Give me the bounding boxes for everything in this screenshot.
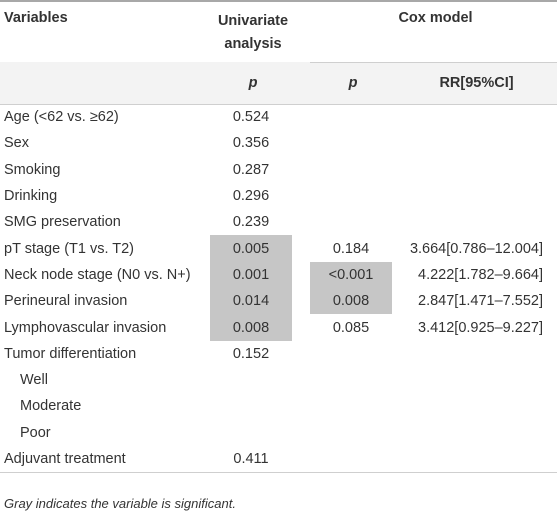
table-row: Well [0, 367, 557, 393]
variable-cell: Perineural invasion [4, 293, 128, 310]
variables-header: Variables [4, 10, 68, 26]
rr-ci-cell [392, 104, 557, 130]
spacer-cell [292, 367, 310, 393]
p-cox-header: p [310, 62, 392, 105]
p-univariate-cell: 0.296 [232, 188, 270, 205]
spacer-cell [292, 235, 310, 261]
table-row: Lymphovascular invasion 0.008 0.085 3.412[0… [0, 314, 557, 341]
p-cox-cell: <0.001 [310, 261, 392, 289]
p-cox-cell [310, 420, 392, 446]
cox-model-header: Cox model [310, 0, 557, 63]
spacer-cell [292, 445, 310, 473]
table-row: Smoking 0.287 [0, 157, 557, 183]
p-univariate-cell: 0.239 [232, 214, 270, 231]
rr-ci-cell [392, 367, 557, 393]
variable-cell: Age (<62 vs. ≥62) [4, 109, 119, 126]
rr-ci-cell [392, 183, 557, 209]
p-univariate-cell: 0.005 [210, 235, 292, 262]
p-univariate-cell: 0.014 [210, 288, 292, 315]
p-cox-cell [310, 341, 392, 367]
p-univariate-cell [210, 367, 292, 393]
p-univariate-cell: 0.524 [232, 109, 270, 126]
variable-cell: Smoking [4, 161, 61, 178]
subheader-spacer [292, 62, 310, 105]
rr-ci-cell [392, 130, 557, 156]
p-cox-cell [310, 393, 392, 419]
p-cox-cell [310, 209, 392, 235]
spacer-cell [292, 341, 310, 367]
rr-header: RR[95%CI] [392, 62, 557, 105]
rr-ci-cell: 4.222[1.782–9.664] [418, 266, 543, 283]
p-cox-cell [310, 367, 392, 393]
p-cox-cell [310, 130, 392, 156]
p-cox-cell: 0.008 [310, 288, 392, 315]
header-spacer [292, 0, 310, 62]
spacer-cell [292, 209, 310, 235]
footnote: Gray indicates the variable is significa… [4, 496, 236, 511]
p-cox-cell [310, 183, 392, 209]
rr-ci-cell [392, 393, 557, 419]
p-univariate-cell: 0.356 [232, 135, 270, 152]
p-univariate-cell: 0.008 [210, 314, 292, 341]
table-body: Age (<62 vs. ≥62) 0.524 Sex 0.356 Smoking 0.2… [0, 104, 557, 473]
variable-cell: SMG preservation [4, 214, 121, 231]
variable-cell: Drinking [4, 188, 58, 205]
table-row: pT stage (T1 vs. T2) 0.005 0.184 3.664[0.78… [0, 235, 557, 262]
header-row: Variables Univariate analysis Cox model [0, 0, 557, 63]
variable-cell: pT stage (T1 vs. T2) [4, 240, 135, 257]
p-univariate-cell: 0.001 [210, 261, 292, 289]
spacer-cell [292, 420, 310, 446]
results-table: Variables Univariate analysis Cox model … [0, 0, 557, 473]
p-univariate-header: p [210, 62, 292, 105]
rr-ci-cell [392, 420, 557, 446]
p-univariate-cell: 0.152 [232, 345, 270, 362]
rr-ci-cell [392, 157, 557, 183]
p-cox-cell: 0.184 [332, 240, 370, 257]
variable-cell: Moderate [20, 398, 82, 415]
rr-ci-cell [392, 209, 557, 235]
variable-cell: Adjuvant treatment [0, 445, 210, 473]
variable-cell: Well [20, 372, 48, 389]
p-cox-cell [310, 445, 392, 473]
p-cox-cell [310, 104, 392, 130]
p-univariate-cell: 0.411 [210, 445, 292, 473]
table-row: Perineural invasion 0.014 0.008 2.847[1.471… [0, 288, 557, 315]
top-rule [0, 0, 557, 2]
table-row: Age (<62 vs. ≥62) 0.524 [0, 104, 557, 130]
spacer-cell [292, 130, 310, 156]
p-cox-cell [310, 157, 392, 183]
variable-cell: Neck node stage (N0 vs. N+) [4, 266, 191, 283]
table-row: Sex 0.356 [0, 130, 557, 156]
spacer-cell [292, 314, 310, 340]
rr-ci-cell [392, 341, 557, 367]
table-row: Tumor differentiation 0.152 [0, 341, 557, 367]
table-row: Adjuvant treatment 0.411 [0, 445, 557, 473]
table-row: Neck node stage (N0 vs. N+) 0.001 <0.001 4.… [0, 261, 557, 289]
variable-cell: Sex [4, 135, 29, 152]
subheader-row: p p RR[95%CI] [0, 62, 557, 105]
table-row: SMG preservation 0.239 [0, 209, 557, 235]
table-row: Poor [0, 420, 557, 446]
subheader-blank [0, 62, 210, 105]
variable-cell: Lymphovascular invasion [4, 319, 167, 336]
spacer-cell [292, 288, 310, 314]
spacer-cell [292, 262, 310, 288]
variable-cell: Poor [20, 424, 51, 441]
variable-cell: Tumor differentiation [4, 345, 137, 362]
rr-ci-cell: 3.412[0.925–9.227] [418, 319, 543, 336]
spacer-cell [292, 104, 310, 130]
rr-ci-cell [392, 445, 557, 473]
spacer-cell [292, 183, 310, 209]
p-cox-cell: 0.085 [332, 319, 370, 336]
p-univariate-cell [210, 393, 292, 419]
spacer-cell [292, 157, 310, 183]
univariate-header: Univariate analysis [217, 13, 289, 52]
p-univariate-cell: 0.287 [232, 161, 270, 178]
table-row: Drinking 0.296 [0, 183, 557, 209]
spacer-cell [292, 393, 310, 419]
rr-ci-cell: 2.847[1.471–7.552] [418, 293, 543, 310]
rr-ci-cell: 3.664[0.786–12.004] [409, 240, 543, 257]
p-univariate-cell [210, 420, 292, 446]
table-row: Moderate [0, 393, 557, 419]
